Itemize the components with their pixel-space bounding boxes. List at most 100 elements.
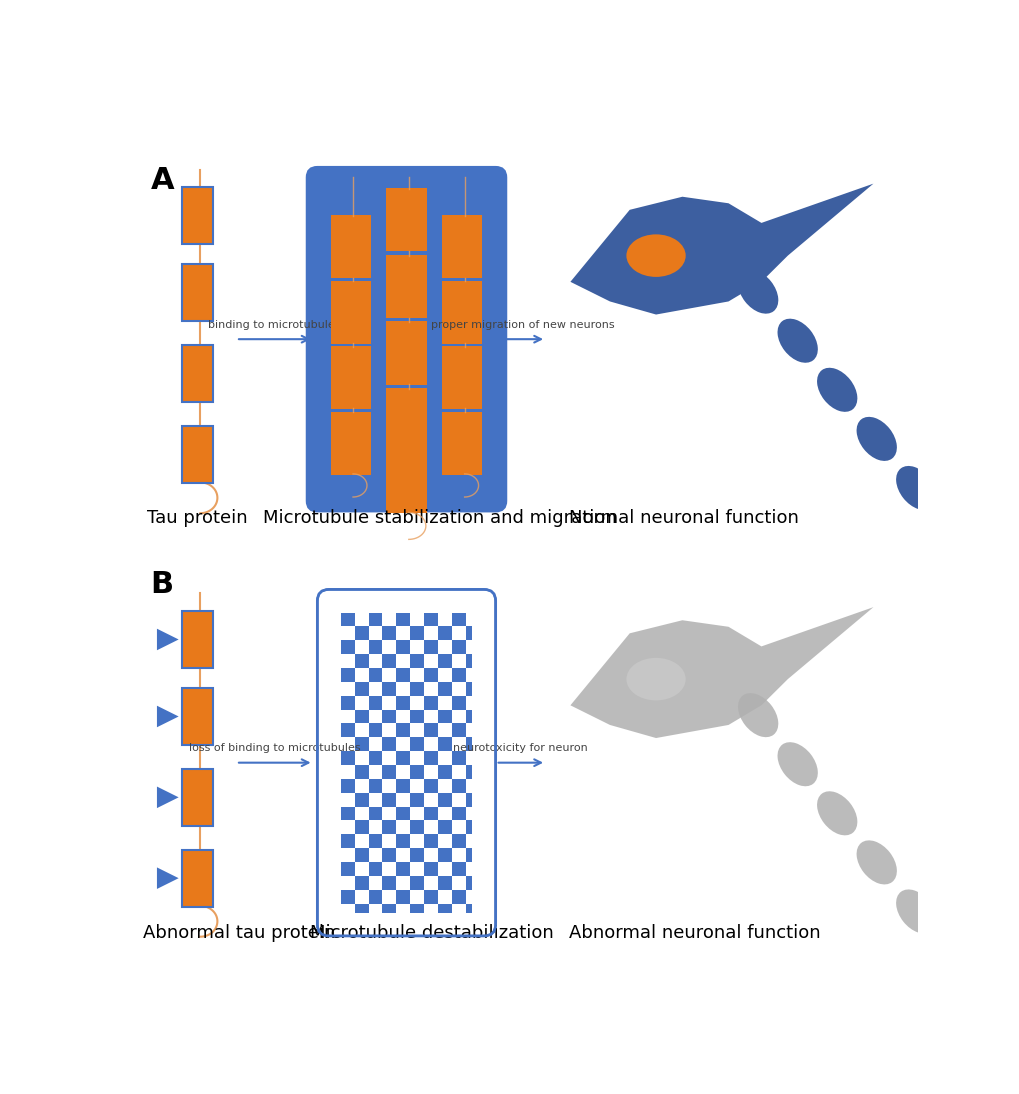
Bar [382,654,396,668]
Bar [451,806,466,820]
Polygon shape [157,868,178,889]
Bar [424,779,438,793]
Bar [340,613,355,627]
Text: proper migration of new neurons: proper migration of new neurons [430,319,614,330]
Bar [396,835,410,848]
Bar [410,682,424,696]
Bar [410,654,424,668]
Polygon shape [157,629,178,650]
Bar [396,806,410,820]
Bar [451,696,466,710]
Text: Abnormal neuronal function: Abnormal neuronal function [569,924,820,942]
Bar [438,654,451,668]
Bar [466,876,472,889]
Ellipse shape [626,657,685,700]
Bar [424,862,438,876]
Bar [355,710,368,723]
Bar [466,654,472,668]
Bar [382,710,396,723]
Bar [438,682,451,696]
Bar [438,876,451,889]
Polygon shape [157,787,178,808]
Bar [466,793,472,806]
FancyBboxPatch shape [441,346,482,409]
FancyBboxPatch shape [330,216,371,278]
Bar [340,806,355,820]
Bar [451,835,466,848]
Bar [368,779,382,793]
Bar [340,723,355,737]
Ellipse shape [1014,1037,1019,1081]
FancyBboxPatch shape [386,322,426,385]
Bar [424,723,438,737]
Ellipse shape [1014,614,1019,657]
Ellipse shape [776,742,817,787]
Bar [451,889,466,904]
Ellipse shape [776,318,817,363]
Bar [466,848,472,862]
Bar [355,682,368,696]
Bar [368,806,382,820]
FancyBboxPatch shape [317,590,495,936]
Bar [382,904,396,912]
Bar [340,779,355,793]
Bar [424,806,438,820]
Bar [340,835,355,848]
FancyBboxPatch shape [306,166,506,512]
Text: Normal neuronal function: Normal neuronal function [569,509,798,526]
Polygon shape [157,706,178,728]
Text: A: A [151,166,174,195]
Bar [424,889,438,904]
Bar [382,876,396,889]
Ellipse shape [974,565,1015,608]
Bar [424,613,438,627]
Bar [396,779,410,793]
Bar [438,904,451,912]
Bar [382,737,396,752]
Bar [396,752,410,765]
Bar [396,613,410,627]
FancyBboxPatch shape [181,688,213,745]
Bar [355,627,368,640]
FancyBboxPatch shape [181,265,213,322]
Bar [382,682,396,696]
Bar [340,752,355,765]
FancyBboxPatch shape [386,188,426,252]
FancyBboxPatch shape [330,346,371,409]
FancyBboxPatch shape [386,450,426,513]
Bar [340,696,355,710]
Bar [466,820,472,835]
Bar [424,668,438,682]
Text: Microtubule destabilization: Microtubule destabilization [310,924,553,942]
Bar [451,752,466,765]
Bar [368,640,382,654]
Bar [396,723,410,737]
Bar [355,876,368,889]
Ellipse shape [738,269,777,314]
Bar [368,668,382,682]
Bar [466,682,472,696]
Ellipse shape [626,234,685,277]
FancyBboxPatch shape [441,411,482,475]
Bar [466,765,472,779]
Text: loss of binding to microtubules: loss of binding to microtubules [189,744,360,754]
Bar [451,640,466,654]
Bar [355,820,368,835]
Polygon shape [570,607,872,738]
Ellipse shape [738,694,777,737]
Bar [451,723,466,737]
Bar [355,848,368,862]
Bar [410,904,424,912]
Text: Tau protein: Tau protein [147,509,248,526]
Ellipse shape [816,791,857,836]
Text: binding to microtubules: binding to microtubules [208,319,340,330]
FancyBboxPatch shape [441,216,482,278]
Bar [424,696,438,710]
Ellipse shape [896,889,935,933]
Bar [438,793,451,806]
Bar [438,627,451,640]
Bar [410,820,424,835]
Bar [396,862,410,876]
Bar [410,848,424,862]
FancyBboxPatch shape [181,427,213,484]
